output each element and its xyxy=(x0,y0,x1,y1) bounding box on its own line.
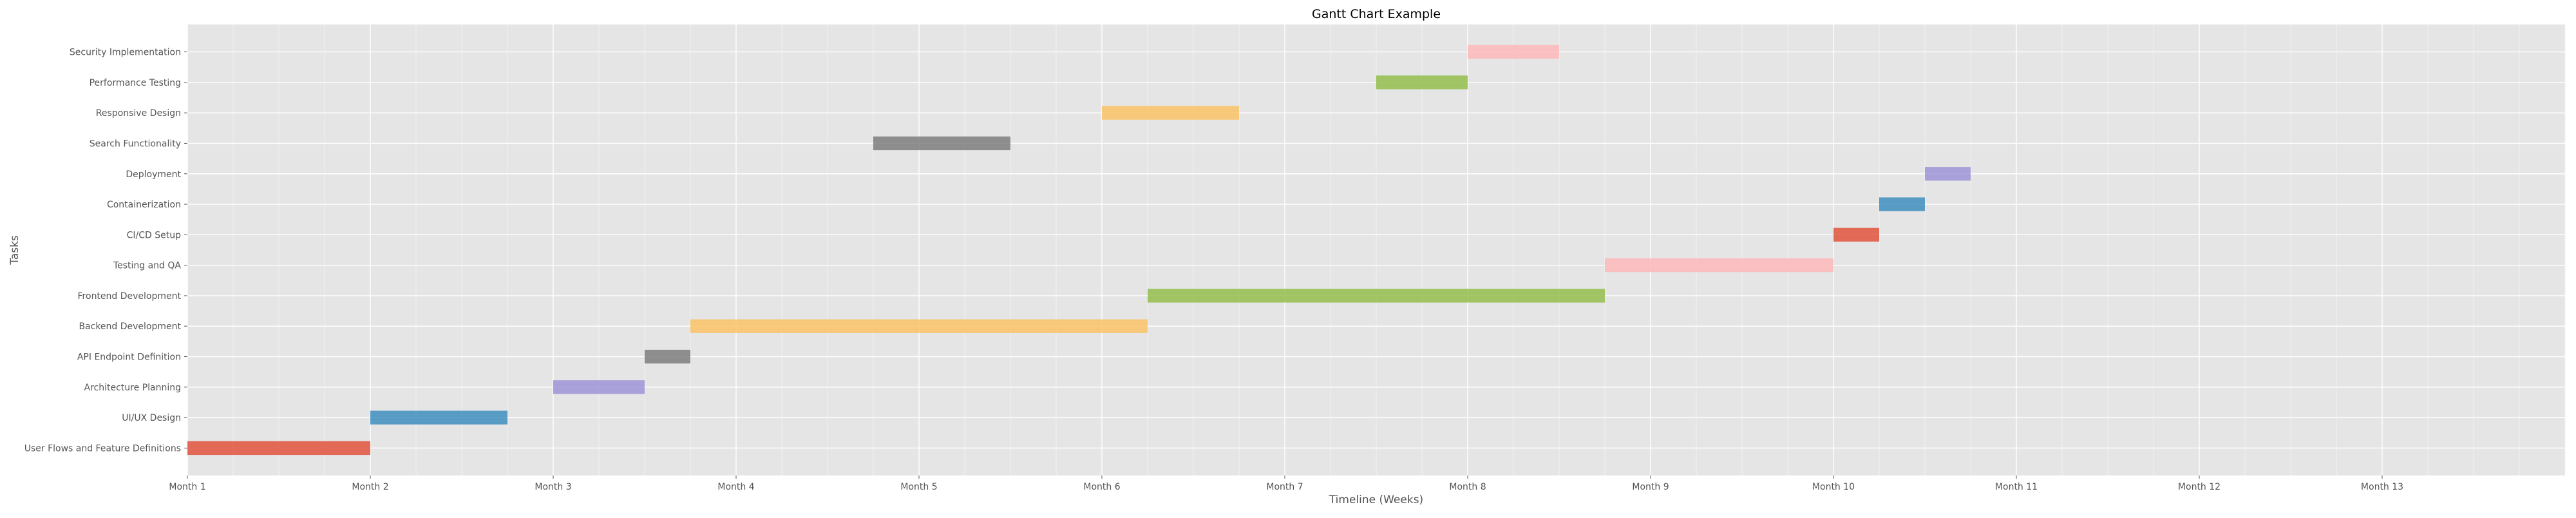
x-tick-label: Month 12 xyxy=(2178,482,2221,492)
x-tick-label: Month 10 xyxy=(1812,482,1855,492)
x-tick-label: Month 5 xyxy=(900,482,937,492)
task-label: CI/CD Setup xyxy=(127,230,181,240)
task-label: Containerization xyxy=(107,200,181,210)
y-axis-label: Tasks xyxy=(8,235,21,265)
x-tick-label: Month 1 xyxy=(169,482,205,492)
x-tick-label: Month 4 xyxy=(717,482,754,492)
task-bar xyxy=(370,410,507,425)
task-bar xyxy=(873,136,1010,151)
x-tick-label: Month 3 xyxy=(535,482,571,492)
task-bar xyxy=(1468,44,1559,59)
x-axis-label: Timeline (Weeks) xyxy=(1329,494,1423,506)
task-bar xyxy=(690,319,1148,333)
task-label: Backend Development xyxy=(79,321,181,332)
task-label: Frontend Development xyxy=(78,291,182,302)
grid-lines xyxy=(187,24,2566,475)
x-tick-label: Month 13 xyxy=(2361,482,2403,492)
x-tick-label: Month 8 xyxy=(1449,482,1486,492)
task-labels: User Flows and Feature Definitions UI/UX … xyxy=(24,48,187,454)
task-label: Architecture Planning xyxy=(84,383,181,393)
task-bar xyxy=(1605,258,1833,273)
task-bars xyxy=(187,44,1971,456)
task-bar xyxy=(1376,75,1468,90)
task-bar xyxy=(1925,167,1971,181)
chart-title: Gantt Chart Example xyxy=(1312,7,1441,21)
task-bar xyxy=(553,380,645,394)
x-tick-label: Month 11 xyxy=(1995,482,2038,492)
task-label: UI/UX Design xyxy=(122,413,181,423)
task-bar xyxy=(1833,227,1879,242)
x-tick-label: Month 7 xyxy=(1266,482,1303,492)
x-tick-label: Month 9 xyxy=(1632,482,1669,492)
task-label: Deployment xyxy=(126,169,181,180)
task-bar xyxy=(645,349,690,364)
x-tick-label: Month 2 xyxy=(352,482,388,492)
task-bar xyxy=(1102,106,1239,120)
task-label: Testing and QA xyxy=(113,261,181,271)
task-label: Security Implementation xyxy=(70,48,181,58)
task-label: Performance Testing xyxy=(90,78,181,88)
task-label: Responsive Design xyxy=(96,108,181,119)
task-bar xyxy=(187,441,370,456)
task-bar xyxy=(1879,197,1925,211)
task-label: User Flows and Feature Definitions xyxy=(24,443,181,454)
x-tick-label: Month 6 xyxy=(1083,482,1120,492)
x-tick-labels: Month 1 Month 2 Month 3 Month 4 Month 5 Month… xyxy=(169,475,2403,492)
task-label: API Endpoint Definition xyxy=(77,352,181,363)
task-bar xyxy=(1148,289,1605,303)
task-label: Search Functionality xyxy=(90,139,181,149)
